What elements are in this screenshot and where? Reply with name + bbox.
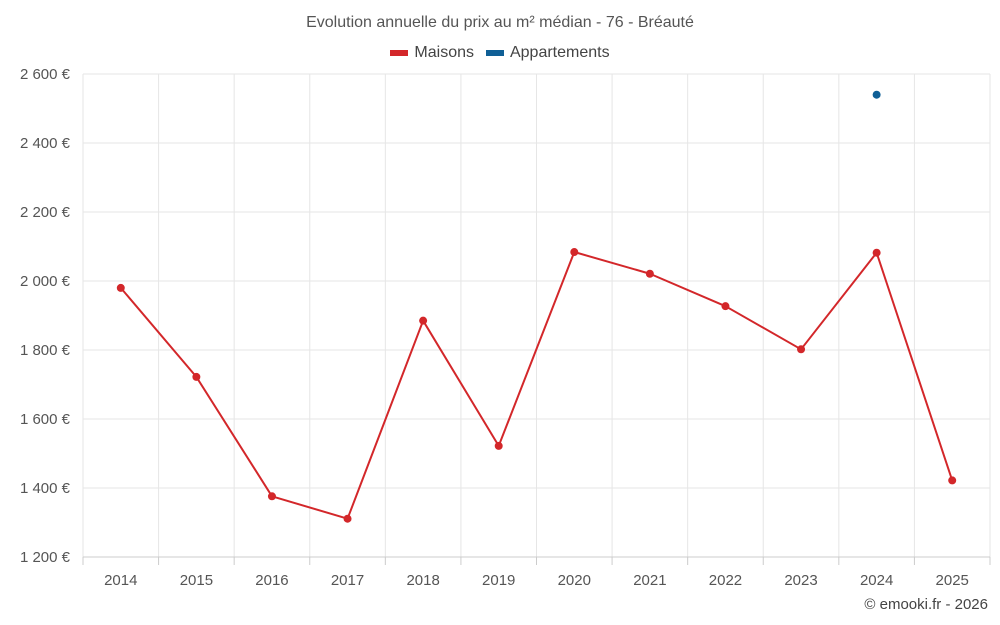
- data-point-maisons[interactable]: [343, 514, 352, 523]
- data-point-maisons[interactable]: [494, 441, 503, 450]
- y-tick-label: 1 800 €: [20, 342, 71, 359]
- x-tick-label: 2017: [331, 572, 364, 589]
- y-tick-label: 1 200 €: [20, 549, 71, 566]
- series-line-maisons: [120, 251, 954, 520]
- legend-label-appartements: Appartements: [509, 44, 610, 61]
- data-point-maisons[interactable]: [797, 345, 806, 354]
- x-tick-label: 2014: [104, 572, 137, 589]
- data-point-maisons[interactable]: [116, 283, 125, 292]
- legend-item-maisons[interactable]: Maisons: [390, 44, 474, 62]
- x-tick-label: 2021: [633, 572, 666, 589]
- credits[interactable]: © emooki.fr - 2026: [864, 596, 988, 613]
- legend: Maisons Appartements: [0, 44, 1000, 62]
- x-tick-label: 2025: [936, 572, 969, 589]
- data-point-maisons[interactable]: [721, 302, 730, 311]
- x-tick-label: 2018: [406, 572, 439, 589]
- y-tick-label: 2 200 €: [20, 204, 71, 221]
- legend-item-appartements[interactable]: Appartements: [485, 44, 610, 62]
- x-tick-label: 2024: [860, 572, 893, 589]
- y-tick-label: 1 400 €: [20, 480, 71, 497]
- x-tick-label: 2022: [709, 572, 742, 589]
- legend-swatch-maisons: [390, 50, 409, 56]
- x-tick-label: 2020: [558, 572, 591, 589]
- data-point-maisons[interactable]: [645, 269, 654, 278]
- y-tick-label: 1 600 €: [20, 411, 71, 428]
- x-tick-label: 2023: [784, 572, 817, 589]
- x-tick-label: 2016: [255, 572, 288, 589]
- data-point-maisons[interactable]: [267, 492, 276, 501]
- data-point-maisons[interactable]: [872, 248, 881, 257]
- x-tick-label: 2015: [180, 572, 213, 589]
- chart-title: Evolution annuelle du prix au m² médian …: [306, 14, 694, 31]
- data-point-maisons[interactable]: [948, 476, 957, 485]
- legend-label-maisons: Maisons: [414, 44, 474, 61]
- data-point-maisons[interactable]: [570, 248, 579, 257]
- data-point-maisons[interactable]: [419, 316, 428, 325]
- y-tick-label: 2 600 €: [20, 66, 71, 83]
- x-tick-label: 2019: [482, 572, 515, 589]
- y-tick-label: 2 000 €: [20, 273, 71, 290]
- y-tick-label: 2 400 €: [20, 135, 71, 152]
- legend-swatch-appartements: [485, 50, 504, 56]
- data-point-appartements[interactable]: [872, 90, 881, 99]
- data-point-maisons[interactable]: [192, 372, 201, 381]
